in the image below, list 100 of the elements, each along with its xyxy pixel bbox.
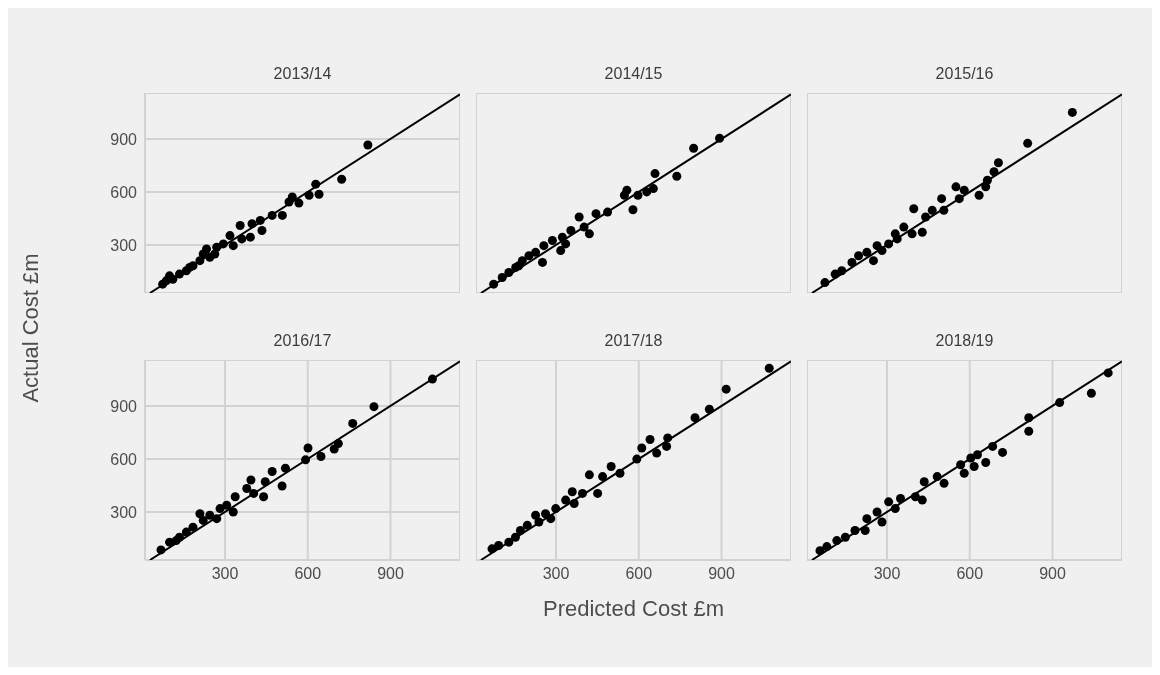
point [267, 466, 277, 476]
point [246, 475, 256, 485]
point [156, 545, 166, 555]
chart-title: 2016/17 [272, 332, 333, 351]
point [1103, 368, 1113, 378]
point [547, 236, 557, 246]
point [577, 488, 587, 498]
point [860, 526, 870, 535]
point [311, 179, 321, 189]
x-tick-label: 300 [873, 565, 901, 583]
point [294, 198, 304, 208]
point [907, 229, 917, 239]
point [541, 509, 551, 519]
point [956, 460, 966, 470]
point [1055, 398, 1065, 408]
point [304, 190, 314, 200]
point [854, 251, 864, 261]
point [1024, 413, 1034, 423]
point [815, 546, 825, 556]
point [284, 197, 294, 207]
point [591, 209, 601, 219]
point [561, 239, 571, 249]
x-tick-label: 900 [377, 565, 404, 583]
chart-title: 2018/19 [934, 332, 995, 351]
point [909, 204, 919, 214]
point [862, 247, 872, 257]
point [188, 522, 198, 532]
point [546, 514, 556, 524]
point [348, 418, 358, 428]
point [633, 190, 643, 200]
point [606, 462, 616, 472]
point [832, 536, 842, 546]
point [504, 537, 514, 547]
point [850, 526, 860, 535]
point [890, 504, 900, 514]
point [171, 536, 181, 546]
point [877, 246, 887, 256]
y-tick-label: 600 [110, 450, 138, 468]
point [892, 234, 902, 244]
point [837, 266, 847, 276]
point [884, 239, 894, 249]
point [369, 402, 379, 412]
point [205, 510, 215, 520]
point [652, 448, 662, 458]
point [487, 544, 497, 554]
point [228, 507, 238, 517]
point [966, 453, 976, 463]
point [515, 526, 525, 535]
point [218, 239, 228, 249]
point [868, 256, 878, 266]
point [569, 498, 579, 508]
point [228, 241, 238, 251]
point [510, 532, 520, 542]
point [615, 468, 625, 478]
point [989, 167, 999, 177]
point [820, 278, 830, 288]
point [663, 433, 673, 443]
y-axis-title: Actual Cost £m [18, 253, 44, 403]
point [690, 413, 700, 423]
point [277, 210, 287, 220]
chart-title: 2013/14 [272, 65, 333, 84]
point [314, 189, 324, 199]
point [222, 500, 232, 510]
point [225, 231, 235, 241]
point [645, 435, 655, 445]
point [939, 205, 949, 215]
point [1024, 426, 1034, 436]
point [1086, 388, 1096, 398]
point [1023, 138, 1033, 148]
point [862, 514, 872, 524]
point [267, 210, 277, 220]
point [333, 439, 343, 449]
point [561, 495, 571, 505]
point [939, 478, 949, 488]
point [830, 269, 840, 279]
point [598, 472, 608, 482]
point [650, 169, 660, 179]
point [764, 363, 774, 373]
point [704, 404, 714, 414]
point [174, 269, 184, 279]
point [932, 472, 942, 482]
y-tick-label: 900 [110, 130, 138, 148]
point [567, 487, 577, 497]
point [337, 174, 347, 184]
point [198, 249, 208, 259]
y-tick-label: 600 [110, 183, 138, 201]
point [998, 447, 1008, 457]
point [899, 222, 909, 232]
point [237, 234, 247, 244]
point [628, 205, 638, 215]
x-tick-label: 600 [625, 565, 653, 583]
point [648, 184, 658, 194]
chart-title: 2017/18 [603, 332, 664, 351]
point [494, 541, 504, 551]
point [969, 462, 979, 472]
point [316, 451, 326, 461]
point [877, 517, 887, 527]
point [981, 457, 991, 467]
point [212, 514, 222, 524]
point [249, 488, 259, 498]
